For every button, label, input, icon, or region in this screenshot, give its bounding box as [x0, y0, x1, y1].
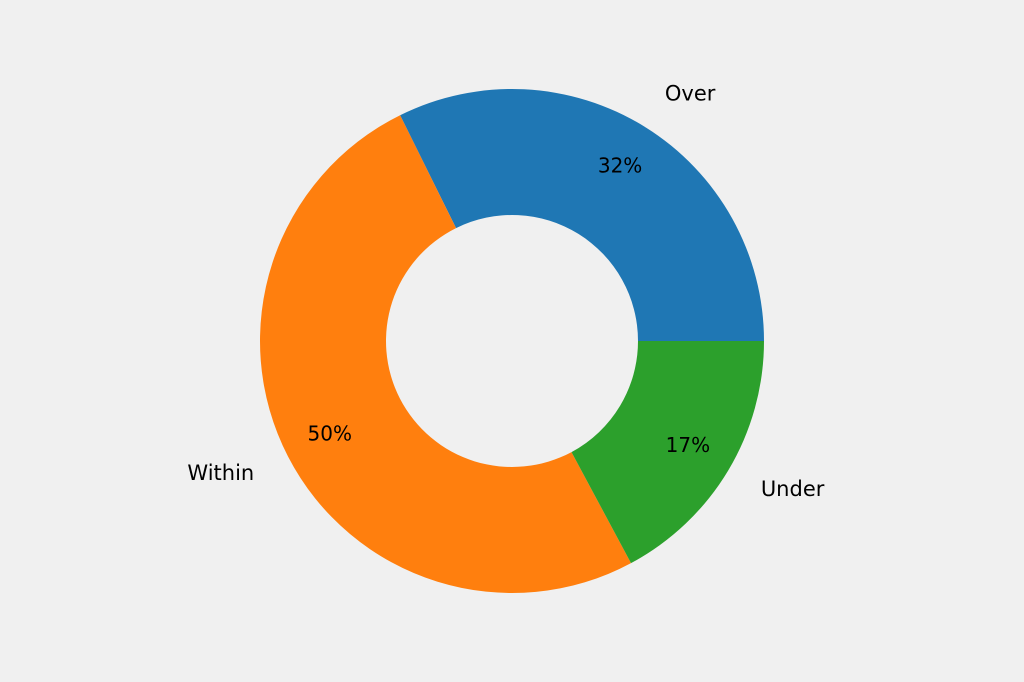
slice-label-over: Over: [665, 82, 716, 106]
slice-under: [571, 341, 764, 564]
slice-pct-within: 50%: [308, 421, 352, 445]
slice-over: [400, 89, 764, 341]
slice-label-under: Under: [761, 477, 825, 501]
slice-within: [260, 115, 632, 593]
slice-pct-over: 32%: [598, 153, 642, 177]
slices-layer: [260, 89, 764, 593]
labels-layer: Over 32% Within 50% Under 17%: [187, 82, 824, 501]
slice-label-within: Within: [187, 461, 254, 485]
slice-pct-under: 17%: [666, 433, 710, 457]
